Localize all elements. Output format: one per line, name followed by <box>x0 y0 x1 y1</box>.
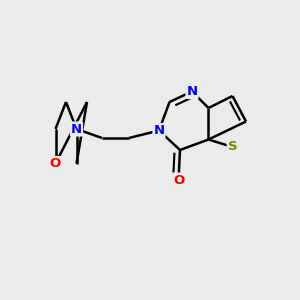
Text: N: N <box>71 122 82 136</box>
Text: N: N <box>186 85 198 98</box>
Text: S: S <box>228 140 237 154</box>
Text: N: N <box>153 124 165 137</box>
Text: O: O <box>173 173 184 187</box>
Text: O: O <box>50 157 61 170</box>
